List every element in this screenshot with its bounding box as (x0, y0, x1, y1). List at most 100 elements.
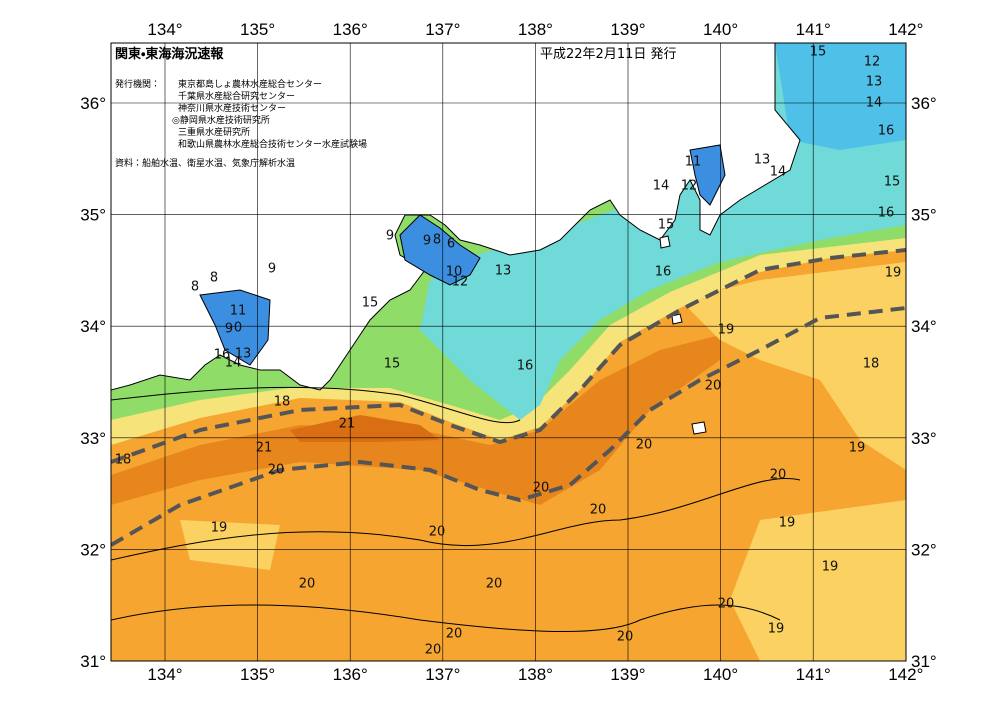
contour-label: 20 (299, 577, 316, 592)
lon-label-top: 137° (425, 20, 460, 39)
contour-label: 8 (191, 280, 199, 295)
kuroshio-edge (111, 306, 906, 547)
isotherm (111, 604, 781, 633)
warm-band (111, 335, 720, 505)
lon-label-bottom: 137° (425, 665, 460, 684)
contour-label: 20 (533, 481, 550, 496)
island (671, 313, 683, 325)
lon-label-bottom: 139° (610, 665, 645, 684)
lon-label-top: 134° (147, 20, 182, 39)
contour-label: 9 (386, 229, 394, 244)
lat-label-right: 32° (911, 540, 937, 559)
contour-label: 16 (214, 348, 231, 363)
contour-label: 16 (878, 124, 895, 139)
contour-label: 15 (658, 218, 675, 233)
lat-label-left: 33° (80, 429, 106, 448)
contour-label: 8 (433, 233, 441, 248)
issuer: 東京都島しょ農林水産総合センター (178, 78, 322, 90)
title: 関東・東海海況速報 (115, 46, 224, 62)
lon-label-top: 139° (610, 20, 645, 39)
contour-label: 16 (517, 359, 534, 374)
isotherm (111, 478, 801, 561)
contour-label: 0 (234, 321, 242, 336)
lat-label-right: 36° (911, 94, 937, 113)
contour-label: 14 (653, 179, 670, 194)
coordinate-labels: 134° 134° 135° 135° 136° 136° 137° 137° 138° 138°… (80, 20, 936, 684)
lon-label-top: 140° (703, 20, 738, 39)
lon-label-bottom: 140° (703, 665, 738, 684)
contour-label: 21 (256, 441, 273, 456)
lat-label-left: 36° (80, 94, 106, 113)
issuer: 神奈川県水産技術センター (178, 102, 286, 114)
contour-label: 19 (885, 266, 902, 281)
lon-label-bottom: 136° (333, 665, 368, 684)
issue-date: 平成22年2月11日 発行 (540, 47, 677, 62)
lon-label-bottom: 135° (240, 665, 275, 684)
contour-label: 18 (863, 357, 880, 372)
contour-label: 10 (446, 265, 463, 280)
lon-label-top: 135° (240, 20, 275, 39)
contour-label: 19 (779, 516, 796, 531)
contour-label: 13 (754, 153, 771, 168)
contour-label: 9 (225, 322, 233, 337)
graticule (111, 43, 906, 661)
warm-core (290, 415, 440, 442)
contour-label: 15 (884, 175, 901, 190)
issuer-list: 東京都島しょ農林水産総合センター千葉県水産総合研究センター神奈川県水産技術センタ… (172, 78, 367, 150)
contour-label: 16 (655, 265, 672, 280)
contour-label: 14 (770, 165, 787, 180)
contour-label: 19 (849, 441, 866, 456)
lat-label-right: 34° (911, 317, 937, 336)
contour-label: 16 (878, 206, 895, 221)
contour-label: 20 (705, 379, 722, 394)
contour-label: 21 (339, 417, 356, 432)
contour-label: 15 (810, 45, 827, 60)
lat-label-left: 32° (80, 540, 106, 559)
contour-label: 11 (230, 304, 247, 319)
lat-label-left: 31° (80, 652, 106, 671)
contour-label: 12 (864, 55, 881, 70)
cool-area (180, 520, 280, 570)
lon-label-bottom: 134° (147, 665, 182, 684)
kuroshio-axis (111, 248, 906, 464)
contour-label: 6 (447, 237, 455, 252)
cold-core (775, 43, 906, 150)
contour-label: 18 (274, 395, 291, 410)
lon-label-bottom: 142° (888, 665, 923, 684)
contour-label: 20 (636, 438, 653, 453)
contour-label: 11 (685, 155, 702, 170)
contour-label: 13 (235, 347, 252, 362)
island (659, 235, 671, 249)
issuer-label: 発行機関： (115, 78, 160, 90)
contour-label: 9 (268, 262, 276, 277)
issuer: 三重県水産研究所 (178, 126, 250, 138)
issuer: 千葉県水産総合研究センター (178, 90, 295, 102)
contour-label: 20 (446, 627, 463, 642)
lon-label-top: 142° (888, 20, 923, 39)
ise-bay (399, 214, 481, 286)
contour-label: 20 (486, 577, 503, 592)
issuer: 和歌山県農林水産総合技術センター水産試験場 (178, 138, 367, 150)
contour-label: 15 (362, 296, 379, 311)
contour-label: 20 (268, 463, 285, 478)
cool-area (730, 500, 906, 661)
contour-label: 12 (452, 275, 469, 290)
tokyo-bay (689, 144, 726, 206)
issuer: ◎静岡県水産技術研究所 (172, 114, 270, 126)
contour-label: 13 (495, 264, 512, 279)
contour-label: 20 (429, 525, 446, 540)
contour-label: 14 (866, 96, 883, 111)
contour-label: 20 (617, 630, 634, 645)
contour-label: 19 (768, 622, 785, 637)
lat-label-right: 31° (911, 652, 937, 671)
lon-label-top: 136° (333, 20, 368, 39)
lon-label-top: 138° (518, 20, 553, 39)
contour-label: 19 (211, 521, 228, 536)
contour-label: 18 (115, 453, 132, 468)
contour-label: 20 (770, 468, 787, 483)
contour-label: 12 (681, 179, 698, 194)
